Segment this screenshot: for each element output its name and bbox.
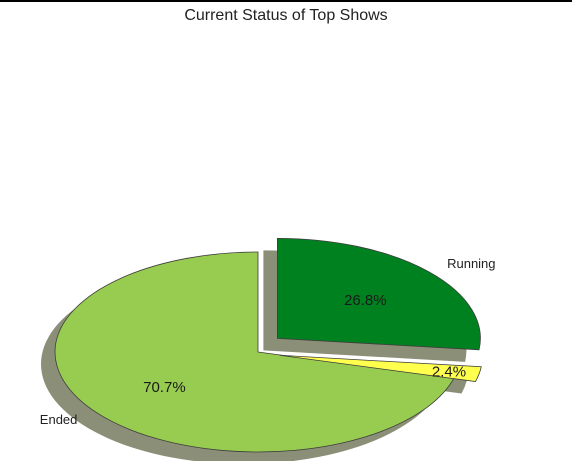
pie-slice-ended (54, 251, 455, 453)
pie-slice-to-be-determined (279, 354, 482, 382)
slice-percent-ended: 70.7% (143, 379, 186, 396)
slice-percent-running: 26.8% (344, 292, 387, 309)
pie-slices (54, 237, 482, 453)
top-border-line (0, 0, 572, 2)
pie-slice-running (277, 237, 481, 351)
slice-label-running: Running (447, 256, 495, 271)
slice-label-ended: Ended (40, 412, 78, 427)
chart-title: Current Status of Top Shows (184, 7, 388, 24)
slice-percent-to-be-determined: 2.4% (432, 363, 466, 380)
